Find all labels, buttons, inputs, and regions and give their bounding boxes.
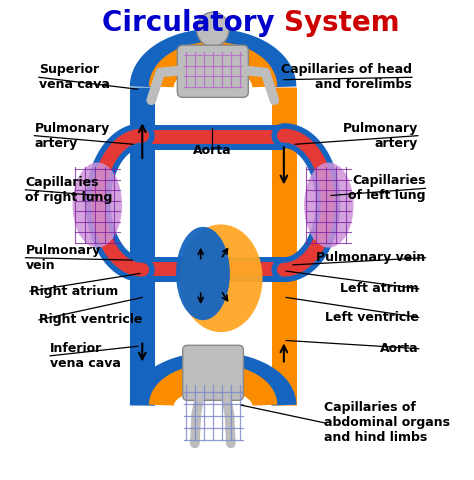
Circle shape (197, 12, 229, 47)
Ellipse shape (304, 162, 354, 248)
Text: Left atrium: Left atrium (340, 282, 419, 295)
FancyBboxPatch shape (183, 345, 244, 400)
Text: Circulatory: Circulatory (102, 9, 284, 36)
Ellipse shape (179, 225, 263, 332)
FancyBboxPatch shape (177, 45, 248, 97)
Text: Pulmonary
artery: Pulmonary artery (35, 121, 109, 150)
Text: Aorta: Aorta (192, 144, 231, 156)
Ellipse shape (73, 162, 122, 248)
Text: System: System (284, 9, 400, 36)
Text: Capillaries
of left lung: Capillaries of left lung (348, 174, 426, 202)
Text: Left ventricle: Left ventricle (325, 311, 419, 324)
Text: Pulmonary vein: Pulmonary vein (316, 251, 426, 264)
Text: Inferior
vena cava: Inferior vena cava (50, 342, 121, 370)
Text: Pulmonary
artery: Pulmonary artery (343, 121, 418, 150)
Text: Superior
vena cava: Superior vena cava (39, 63, 110, 91)
Text: Capillaries of
abdominal organs
and hind limbs: Capillaries of abdominal organs and hind… (324, 401, 450, 444)
Text: Aorta: Aorta (380, 342, 419, 355)
Text: Capillaries of head
and forelimbs: Capillaries of head and forelimbs (281, 63, 412, 91)
Text: Right ventricle: Right ventricle (39, 313, 142, 326)
Text: Capillaries
of right lung: Capillaries of right lung (26, 176, 113, 204)
Text: Pulmonary
vein: Pulmonary vein (26, 244, 100, 272)
Text: Right atrium: Right atrium (30, 285, 118, 298)
Ellipse shape (176, 227, 230, 320)
